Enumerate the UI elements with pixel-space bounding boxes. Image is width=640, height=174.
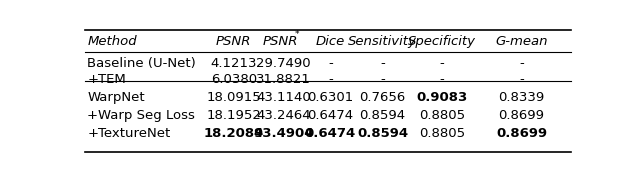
Text: Method: Method <box>88 35 137 48</box>
Text: -: - <box>519 57 524 70</box>
Text: -: - <box>328 73 333 86</box>
Text: 0.8699: 0.8699 <box>496 127 547 140</box>
Text: 18.1952: 18.1952 <box>206 109 261 122</box>
Text: 0.6474: 0.6474 <box>305 127 356 140</box>
Text: Baseline (U-Net): Baseline (U-Net) <box>88 57 196 70</box>
Text: +TEM: +TEM <box>88 73 126 86</box>
Text: 0.8594: 0.8594 <box>357 127 408 140</box>
Text: PSNR: PSNR <box>263 35 299 48</box>
Text: 0.6301: 0.6301 <box>307 91 354 104</box>
Text: 6.0380: 6.0380 <box>211 73 257 86</box>
Text: +Warp Seg Loss: +Warp Seg Loss <box>88 109 195 122</box>
Text: Sensitivity: Sensitivity <box>348 35 417 48</box>
Text: 43.4904: 43.4904 <box>253 127 314 140</box>
Text: Specificity: Specificity <box>408 35 476 48</box>
Text: G-mean: G-mean <box>495 35 548 48</box>
Text: -: - <box>519 73 524 86</box>
Text: 18.0915: 18.0915 <box>206 91 261 104</box>
Text: 0.9083: 0.9083 <box>417 91 468 104</box>
Text: -: - <box>328 57 333 70</box>
Text: 0.6474: 0.6474 <box>307 109 353 122</box>
Text: 0.8594: 0.8594 <box>360 109 406 122</box>
Text: 43.1140: 43.1140 <box>256 91 311 104</box>
Text: -: - <box>380 57 385 70</box>
Text: -: - <box>440 73 444 86</box>
Text: PSNR: PSNR <box>216 35 252 48</box>
Text: -: - <box>380 73 385 86</box>
Text: 43.2464: 43.2464 <box>256 109 310 122</box>
Text: 0.8805: 0.8805 <box>419 109 465 122</box>
Text: +TextureNet: +TextureNet <box>88 127 171 140</box>
Text: 31.8821: 31.8821 <box>256 73 311 86</box>
Text: 0.7656: 0.7656 <box>360 91 406 104</box>
Text: WarpNet: WarpNet <box>88 91 145 104</box>
Text: 0.8805: 0.8805 <box>419 127 465 140</box>
Text: 29.7490: 29.7490 <box>256 57 310 70</box>
Text: Dice: Dice <box>316 35 345 48</box>
Text: 0.8339: 0.8339 <box>499 91 545 104</box>
Text: *: * <box>294 30 299 39</box>
Text: 18.2089: 18.2089 <box>204 127 264 140</box>
Text: 0.8699: 0.8699 <box>499 109 545 122</box>
Text: 4.1213: 4.1213 <box>211 57 257 70</box>
Text: -: - <box>440 57 444 70</box>
